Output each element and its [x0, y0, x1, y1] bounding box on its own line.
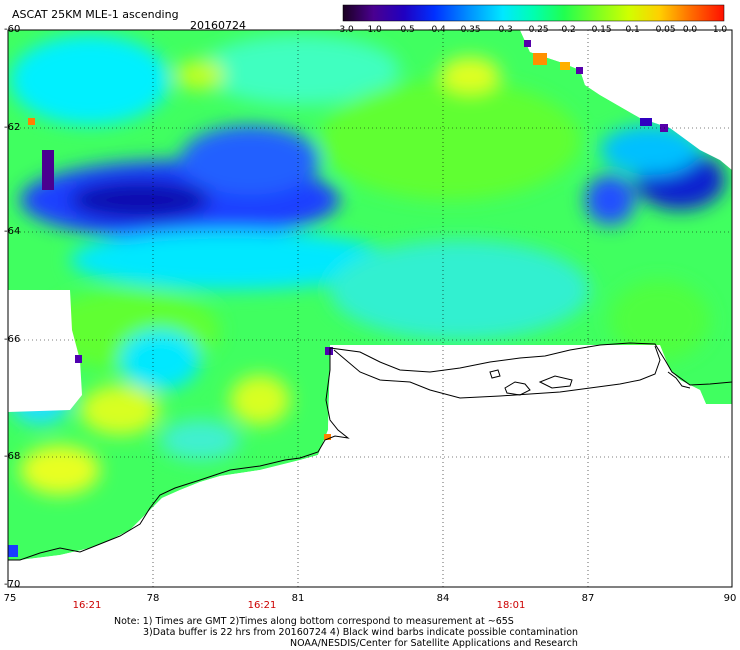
island [538, 375, 573, 389]
colorbar-label: 1.0 [712, 25, 728, 35]
grid [8, 30, 732, 587]
lon-tick: 84 [436, 593, 450, 604]
ice-shelf [333, 345, 661, 399]
lon-tick: 90 [723, 593, 737, 604]
yellow-nw [175, 60, 225, 90]
darkblue-core [70, 180, 210, 220]
cyan-east [330, 240, 590, 340]
lon-tick: 81 [291, 593, 305, 604]
purple-cell [42, 150, 54, 190]
lat-tick: -66 [4, 334, 21, 345]
colorbar-label: -3.0 [336, 25, 354, 35]
lon-tick: 78 [146, 593, 160, 604]
green-north [320, 80, 580, 200]
lat-tick: -62 [4, 122, 21, 133]
time-label: 16:21 [72, 600, 102, 611]
lon-tick: 75 [3, 593, 17, 604]
note-line-1: Note: 1) Times are GMT 2)Times along bot… [114, 616, 514, 627]
colorbar-label: -0.15 [588, 25, 612, 35]
cyan-band [70, 230, 390, 290]
lat-tick: -70 [4, 579, 21, 590]
orange-cell [560, 62, 570, 70]
colorbar-label: -0.5 [397, 25, 415, 35]
yellow-sw3 [20, 445, 100, 495]
colorbar-label: -0.1 [622, 25, 640, 35]
coastline [8, 342, 733, 561]
west-notch [8, 290, 82, 412]
lat-tick: -64 [4, 226, 21, 237]
colorbar-label: 0.0 [682, 25, 698, 35]
time-label: 16:21 [247, 600, 277, 611]
map-date: 20160724 [190, 19, 246, 32]
orange-cell [533, 53, 547, 65]
colorbar-label: -0.05 [652, 25, 676, 35]
lat-tick: -68 [4, 451, 21, 462]
colorbar-label: -0.4 [428, 25, 446, 35]
colorbar-label: -0.2 [558, 25, 576, 35]
orange-cell [324, 434, 331, 440]
cyan-sw2 [160, 420, 240, 460]
colorbar-label: -1.0 [364, 25, 382, 35]
colorbar-label: -0.3 [495, 25, 513, 35]
purple-cell [75, 355, 82, 363]
time-label: 18:01 [496, 600, 526, 611]
purple-cell [325, 347, 333, 355]
cyan-zone-n [200, 35, 400, 105]
lat-tick: -60 [4, 24, 21, 35]
map-title: ASCAT 25KM MLE-1 ascending [12, 8, 179, 21]
yellow-sw2 [230, 375, 290, 425]
blue-cell [8, 545, 18, 557]
cyan-sw [120, 330, 200, 390]
cyan-east2 [600, 125, 700, 175]
island [489, 369, 501, 379]
blue-east2 [585, 175, 635, 225]
plot-frame [7, 29, 733, 588]
colorbar-label: -0.35 [457, 25, 481, 35]
purple-cell [524, 40, 531, 47]
colorbar-gradient [342, 4, 725, 22]
yellow-sw1 [80, 385, 160, 435]
orange-cell [28, 118, 35, 125]
note-line-3: NOAA/NESDIS/Center for Satellite Applica… [290, 638, 578, 649]
yellow-n [440, 57, 500, 93]
purple-cell [640, 118, 652, 126]
colorbar-label: -0.25 [525, 25, 549, 35]
island [504, 381, 531, 396]
cyan-zone-nw [10, 35, 170, 125]
purple-cell [576, 67, 583, 74]
blue-mid [180, 125, 320, 195]
note-line-2: 3)Data buffer is 22 hrs from 20160724 4)… [143, 627, 579, 638]
lon-tick: 87 [581, 593, 595, 604]
colorbar [342, 4, 725, 22]
